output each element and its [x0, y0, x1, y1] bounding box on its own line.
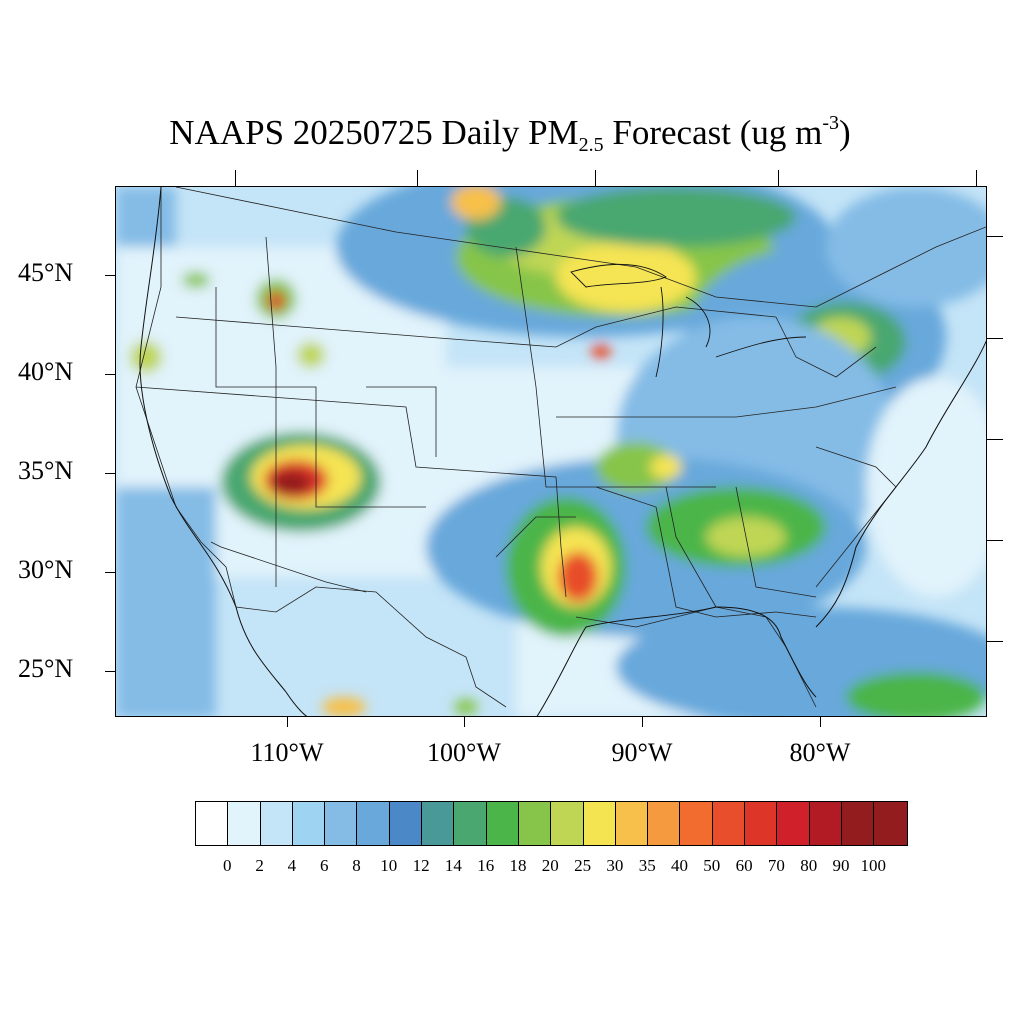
boundaries: [135, 187, 986, 708]
top-tick: [976, 170, 977, 186]
top-tick: [595, 170, 596, 186]
lat-label-40: 40°N: [18, 357, 74, 386]
lat-label-25: 25°N: [18, 654, 74, 683]
left-tick: [105, 473, 115, 474]
colorbar-swatch: [745, 802, 778, 845]
top-tick: [778, 170, 779, 186]
colorbar-label: 90: [832, 856, 850, 875]
map-canvas: [116, 187, 986, 716]
lon-label-80: 80°W: [789, 738, 851, 767]
great-lakes: [570, 263, 807, 378]
left-tick: [105, 275, 115, 276]
lat-label-45: 45°N: [18, 258, 74, 287]
colorbar-label: 20: [541, 856, 559, 875]
colorbar-label: 10: [380, 856, 398, 875]
bottom-tick: [287, 717, 288, 727]
colorbar-label: 100: [860, 856, 887, 875]
left-tick: [105, 374, 115, 375]
colorbar-label: 30: [606, 856, 624, 875]
bottom-tick: [464, 717, 465, 727]
colorbar-swatch: [389, 802, 423, 845]
colorbar-swatch: [325, 802, 358, 845]
lat-label-30: 30°N: [18, 555, 74, 584]
colorbar-label: 16: [477, 856, 495, 875]
colorbar-label: 14: [444, 856, 462, 875]
colorbar-swatch: [551, 802, 584, 845]
colorbar-swatch: [518, 802, 552, 845]
colorbar-label: 70: [767, 856, 785, 875]
lon-label-110: 110°W: [250, 738, 324, 767]
colorbar-swatch: [454, 802, 487, 845]
left-tick: [105, 572, 115, 573]
colorbar-swatch: [583, 802, 616, 845]
colorbar-swatch: [841, 802, 875, 845]
colorbar-swatch: [777, 802, 810, 845]
right-tick: [987, 338, 1003, 339]
colorbar-label: 4: [287, 856, 297, 875]
bottom-tick: [642, 717, 643, 727]
colorbar-label: 25: [574, 856, 592, 875]
colorbar: [195, 801, 908, 846]
colorbar-swatch: [196, 802, 229, 845]
colorbar-swatch: [357, 802, 390, 845]
right-tick: [987, 236, 1003, 237]
colorbar-label: 18: [509, 856, 527, 875]
top-tick: [417, 170, 418, 186]
bottom-tick: [820, 717, 821, 727]
coastline: [139, 187, 986, 716]
colorbar-swatch: [615, 802, 649, 845]
colorbar-label: 50: [703, 856, 721, 875]
colorbar-label: 35: [638, 856, 656, 875]
map-title: NAAPS 20250725 Daily PM2.5 Forecast (ug …: [169, 112, 851, 156]
colorbar-swatch: [292, 802, 326, 845]
colorbar-label: 40: [671, 856, 688, 875]
right-tick: [987, 439, 1003, 440]
pm25-map: [115, 186, 987, 717]
colorbar-swatch: [712, 802, 746, 845]
lon-label-90: 90°W: [611, 738, 673, 767]
colorbar-label: 12: [412, 856, 430, 875]
colorbar-swatch: [809, 802, 842, 845]
colorbar-swatch: [422, 802, 455, 845]
top-tick: [235, 170, 236, 186]
colorbar-swatch: [680, 802, 713, 845]
lat-label-35: 35°N: [18, 456, 74, 485]
right-tick: [987, 641, 1003, 642]
colorbar-swatch: [648, 802, 681, 845]
colorbar-label: 80: [800, 856, 818, 875]
left-tick: [105, 671, 115, 672]
colorbar-label: 60: [735, 856, 753, 875]
colorbar-label: 0: [223, 856, 232, 875]
lon-label-100: 100°W: [427, 738, 501, 767]
colorbar-label: 6: [319, 856, 329, 875]
colorbar-swatch: [486, 802, 519, 845]
colorbar-swatch: [228, 802, 261, 845]
colorbar-swatch: [260, 802, 293, 845]
right-tick: [987, 540, 1003, 541]
colorbar-swatch: [874, 802, 907, 845]
colorbar-label: 2: [255, 856, 264, 875]
colorbar-label: 8: [352, 856, 361, 875]
